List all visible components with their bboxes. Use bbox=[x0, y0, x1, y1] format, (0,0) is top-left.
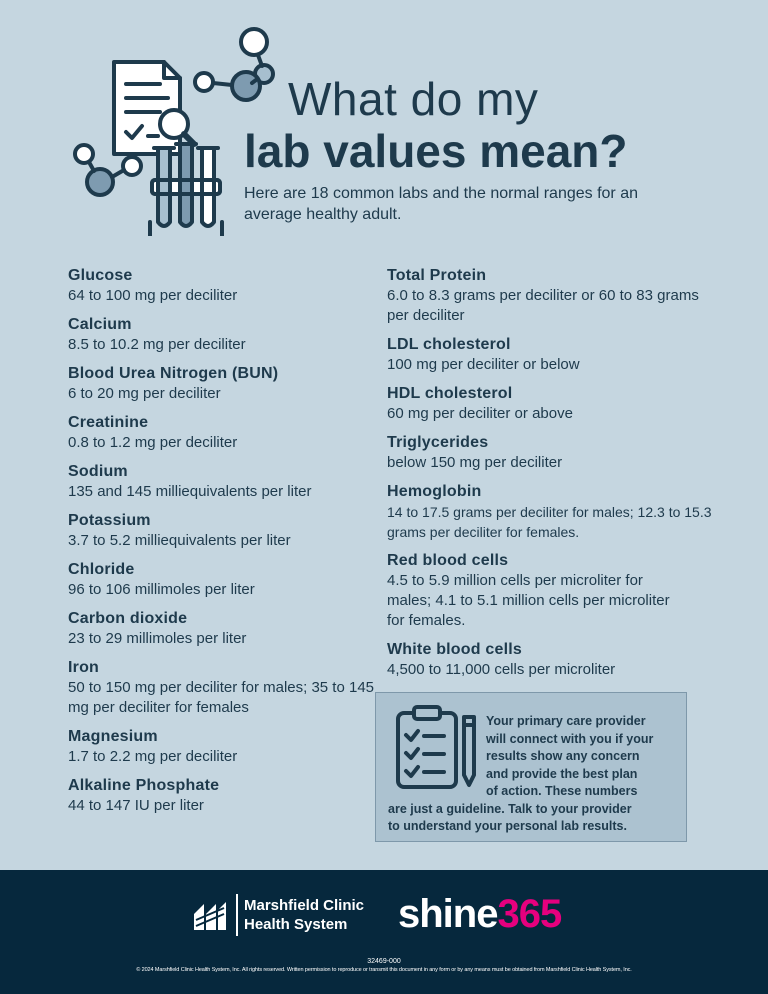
note-line: are just a guideline. Talk to your provi… bbox=[388, 801, 632, 816]
lab-range: 14 to 17.5 grams per deciliter for males… bbox=[387, 504, 712, 540]
lab-name: Creatinine bbox=[68, 414, 149, 431]
lab-item-sodium: Sodium 135 and 145 milliequivalents per … bbox=[68, 462, 378, 502]
lab-range: 4.5 to 5.9 million cells per microliter … bbox=[387, 572, 670, 629]
marshfield-clinic-logo-icon bbox=[194, 902, 226, 930]
note-line: Your primary care provider bbox=[486, 714, 646, 728]
lab-range: 8.5 to 10.2 mg per deciliter bbox=[68, 336, 246, 353]
lab-name: Calcium bbox=[68, 316, 132, 333]
note-line: and provide the best plan bbox=[486, 766, 638, 781]
note-line: will connect with you if your bbox=[486, 731, 654, 746]
lab-name: Glucose bbox=[68, 267, 133, 284]
lab-range: 96 to 106 millimoles per liter bbox=[68, 581, 255, 598]
shine365-logo: shine365 bbox=[398, 892, 562, 937]
lab-item-calcium: Calcium 8.5 to 10.2 mg per deciliter bbox=[68, 315, 378, 355]
lab-range: 64 to 100 mg per deciliter bbox=[68, 287, 238, 304]
lab-document-molecule-test-tubes-icon bbox=[73, 27, 275, 236]
lab-range: 23 to 29 millimoles per liter bbox=[68, 630, 247, 647]
title-line-1: What do my bbox=[288, 73, 539, 125]
logo-divider bbox=[236, 894, 238, 936]
lab-name: Potassium bbox=[68, 512, 151, 529]
lab-range: 135 and 145 milliequivalents per liter bbox=[68, 483, 312, 500]
lab-range: 3.7 to 5.2 milliequivalents per liter bbox=[68, 532, 291, 549]
clipboard-checklist-pencil-icon bbox=[396, 705, 476, 789]
note-line: to understand your personal lab results. bbox=[388, 819, 627, 833]
provider-note-text: Your primary care provider will connect … bbox=[388, 713, 678, 836]
lab-item-ldl-cholesterol: LDL cholesterol 100 mg per deciliter or … bbox=[387, 335, 717, 375]
lab-item-glucose: Glucose 64 to 100 mg per deciliter bbox=[68, 266, 378, 306]
lab-name: Hemoglobin bbox=[387, 483, 482, 500]
copyright-notice: © 2024 Marshfield Clinic Health System, … bbox=[136, 967, 632, 973]
lab-range: below 150 mg per deciliter bbox=[387, 454, 563, 471]
lab-name: Blood Urea Nitrogen (BUN) bbox=[68, 365, 279, 382]
lab-name: Red blood cells bbox=[387, 552, 509, 569]
lab-item-hdl-cholesterol: HDL cholesterol 60 mg per deciliter or a… bbox=[387, 384, 717, 424]
marshfield-clinic-name: Marshfield Clinic Health System bbox=[244, 896, 364, 934]
shine-word: shine bbox=[398, 892, 498, 936]
lab-range: 50 to 150 mg per deciliter for males; 35… bbox=[68, 679, 375, 716]
lab-item-chloride: Chloride 96 to 106 millimoles per liter bbox=[68, 560, 378, 600]
title-line-2: lab values mean? bbox=[244, 125, 628, 177]
shine-number: 365 bbox=[497, 892, 562, 936]
lab-item-alkaline-phosphate: Alkaline Phosphate 44 to 147 IU per lite… bbox=[68, 776, 378, 816]
lab-item-hemoglobin: Hemoglobin 14 to 17.5 grams per decilite… bbox=[387, 482, 717, 542]
lab-item-iron: Iron 50 to 150 mg per deciliter for male… bbox=[68, 658, 378, 718]
document-number: 32469-000 bbox=[367, 958, 401, 965]
lab-item-potassium: Potassium 3.7 to 5.2 milliequivalents pe… bbox=[68, 511, 378, 551]
lab-name: HDL cholesterol bbox=[387, 385, 513, 402]
org-name-line-1: Marshfield Clinic bbox=[244, 897, 365, 914]
lab-name: Total Protein bbox=[387, 267, 487, 284]
lab-range: 6.0 to 8.3 grams per deciliter or 60 to … bbox=[387, 287, 699, 324]
lab-name: Magnesium bbox=[68, 728, 158, 745]
lab-range: 0.8 to 1.2 mg per deciliter bbox=[68, 434, 238, 451]
lab-name: Chloride bbox=[68, 561, 135, 578]
lab-name: Triglycerides bbox=[387, 434, 489, 451]
labs-left-column: Glucose 64 to 100 mg per deciliter Calci… bbox=[68, 266, 378, 825]
footer: Marshfield Clinic Health System shine365… bbox=[0, 870, 768, 994]
lab-name: LDL cholesterol bbox=[387, 336, 511, 353]
lab-range: 6 to 20 mg per deciliter bbox=[68, 385, 221, 402]
lab-item-total-protein: Total Protein 6.0 to 8.3 grams per decil… bbox=[387, 266, 717, 326]
lab-range: 100 mg per deciliter or below bbox=[387, 356, 580, 373]
org-name-line-2: Health System bbox=[244, 916, 348, 933]
lab-name: Carbon dioxide bbox=[68, 610, 188, 627]
lab-item-carbon-dioxide: Carbon dioxide 23 to 29 millimoles per l… bbox=[68, 609, 378, 649]
lab-name: White blood cells bbox=[387, 641, 522, 658]
lab-range: 1.7 to 2.2 mg per deciliter bbox=[68, 748, 238, 765]
lab-item-red-blood-cells: Red blood cells 4.5 to 5.9 million cells… bbox=[387, 551, 717, 631]
lab-item-triglycerides: Triglycerides below 150 mg per deciliter bbox=[387, 433, 717, 473]
note-line: of action. These numbers bbox=[486, 784, 638, 798]
subtitle: Here are 18 common labs and the normal r… bbox=[244, 185, 638, 223]
lab-item-magnesium: Magnesium 1.7 to 2.2 mg per deciliter bbox=[68, 727, 378, 767]
lab-item-creatinine: Creatinine 0.8 to 1.2 mg per deciliter bbox=[68, 413, 378, 453]
note-line: results show any concern bbox=[486, 749, 640, 763]
lab-name: Alkaline Phosphate bbox=[68, 777, 220, 794]
lab-item-bun: Blood Urea Nitrogen (BUN) 6 to 20 mg per… bbox=[68, 364, 378, 404]
provider-note-box: Your primary care provider will connect … bbox=[375, 692, 687, 842]
lab-item-white-blood-cells: White blood cells 4,500 to 11,000 cells … bbox=[387, 640, 717, 680]
lab-name: Sodium bbox=[68, 463, 128, 480]
labs-right-column: Total Protein 6.0 to 8.3 grams per decil… bbox=[387, 266, 717, 689]
lab-range: 60 mg per deciliter or above bbox=[387, 405, 573, 422]
lab-range: 4,500 to 11,000 cells per microliter bbox=[387, 661, 616, 678]
lab-name: Iron bbox=[68, 659, 100, 676]
lab-range: 44 to 147 IU per liter bbox=[68, 797, 204, 814]
